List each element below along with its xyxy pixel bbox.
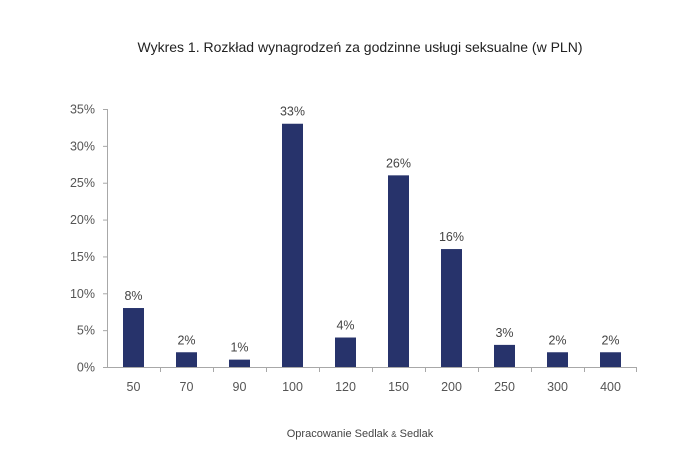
source-ampersand: & <box>391 430 397 439</box>
x-tick-label: 150 <box>388 380 409 394</box>
source-note: Opracowanie Sedlak & Sedlak <box>287 428 434 440</box>
chart-title: Wykres 1. Rozkład wynagrodzeń za godzinn… <box>138 39 583 55</box>
bar <box>176 352 197 367</box>
x-tick-label: 400 <box>600 380 621 394</box>
x-tick-label: 70 <box>180 380 194 394</box>
source-suffix: Sedlak <box>400 428 434 440</box>
data-label: 4% <box>336 319 354 333</box>
x-tick-label: 120 <box>335 380 356 394</box>
data-label: 26% <box>386 156 411 170</box>
source-prefix: Opracowanie Sedlak <box>287 428 389 440</box>
y-tick-label: 20% <box>70 213 95 227</box>
bar <box>388 175 409 367</box>
data-labels: 8% 2% 1% 33% 4% 26% 16% 3% 2% 2% <box>124 105 619 355</box>
data-label: 33% <box>280 105 305 119</box>
x-tick-label: 300 <box>547 380 568 394</box>
data-label: 2% <box>601 333 619 347</box>
y-tick-label: 0% <box>77 361 95 375</box>
data-label: 16% <box>439 230 464 244</box>
x-axis-ticks: 50 70 90 100 120 150 200 250 300 400 <box>127 367 637 394</box>
y-tick-label: 25% <box>70 176 95 190</box>
y-axis-ticks: 0% 5% 10% 15% 20% 25% 30% 35% <box>70 103 107 375</box>
y-tick-label: 15% <box>70 250 95 264</box>
bar <box>282 123 303 367</box>
data-label: 1% <box>230 341 248 355</box>
y-tick-label: 35% <box>70 103 95 117</box>
data-label: 8% <box>124 289 142 303</box>
bar <box>123 308 144 367</box>
y-tick-label: 30% <box>70 139 95 153</box>
y-tick-label: 10% <box>70 287 95 301</box>
bar <box>600 352 621 367</box>
x-tick-label: 50 <box>127 380 141 394</box>
bars <box>123 123 621 367</box>
bar <box>494 344 515 367</box>
bar <box>335 337 356 367</box>
bar <box>229 359 250 367</box>
x-tick-label: 100 <box>282 380 303 394</box>
x-tick-label: 250 <box>494 380 515 394</box>
bar <box>441 249 462 367</box>
data-label: 2% <box>177 333 195 347</box>
data-label: 3% <box>495 326 513 340</box>
bar <box>547 352 568 367</box>
data-label: 2% <box>548 333 566 347</box>
x-tick-label: 90 <box>233 380 247 394</box>
x-tick-label: 200 <box>441 380 462 394</box>
y-tick-label: 5% <box>77 324 95 338</box>
